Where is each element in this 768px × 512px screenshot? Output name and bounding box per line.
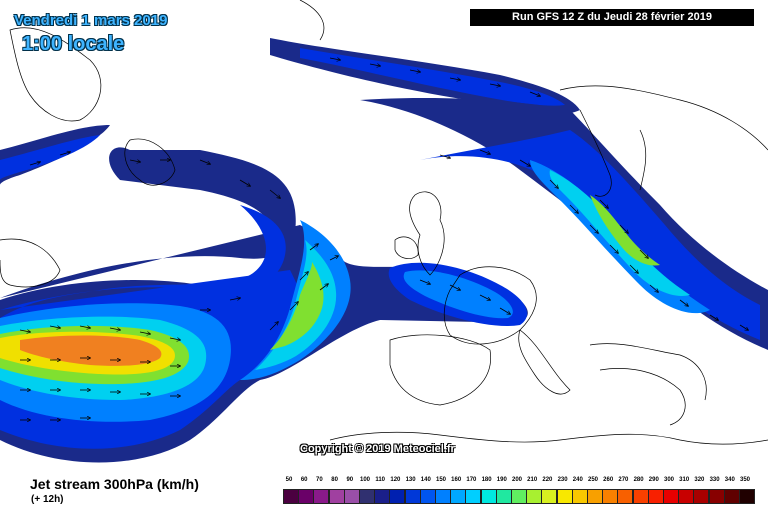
scale-label: 280 <box>633 477 644 483</box>
scale-label: 50 <box>285 477 293 483</box>
scale-swatch <box>328 489 345 504</box>
scale-label: 290 <box>648 477 659 483</box>
scale-swatch <box>404 489 421 504</box>
scale-swatch <box>541 489 558 504</box>
scale-swatch <box>480 489 497 504</box>
scale-label: 170 <box>466 477 477 483</box>
scale-swatch <box>298 489 315 504</box>
model-run-label: Run GFS 12 Z du Jeudi 28 février 2019 <box>470 9 754 26</box>
scale-label: 260 <box>603 477 614 483</box>
scale-swatch <box>693 489 710 504</box>
scale-label: 320 <box>694 477 705 483</box>
scale-label: 60 <box>300 477 308 483</box>
scale-swatch <box>435 489 451 504</box>
scale-label: 110 <box>375 477 386 483</box>
scale-swatch <box>678 489 695 504</box>
scale-swatch <box>708 489 725 504</box>
scale-label: 350 <box>739 477 750 483</box>
scale-label: 80 <box>331 477 338 483</box>
greenland-jet <box>0 125 110 185</box>
forecast-time: 1:00 locale <box>22 33 125 55</box>
scale-swatch <box>556 489 573 504</box>
scale-swatch <box>495 489 512 504</box>
scale-label: 100 <box>359 477 370 483</box>
scale-swatch <box>632 489 649 504</box>
scale-swatch <box>602 489 619 504</box>
scale-swatch <box>450 489 467 504</box>
scale-label: 230 <box>557 477 568 483</box>
scale-label: 120 <box>390 477 401 483</box>
scale-swatch <box>587 489 603 504</box>
scale-label: 330 <box>709 477 720 483</box>
scale-swatch <box>313 489 330 504</box>
copyright: Copyright © 2019 Meteociel.fr <box>300 443 455 455</box>
scale-label: 140 <box>420 477 431 483</box>
lead-time: (+ 12h) <box>31 494 64 505</box>
scale-label: 340 <box>724 477 735 483</box>
scale-swatch <box>526 489 543 504</box>
product-title: Jet stream 300hPa (km/h) <box>30 476 199 492</box>
scale-swatch <box>465 489 482 504</box>
scale-swatch <box>419 489 436 504</box>
scale-label: 250 <box>587 477 598 483</box>
scale-label: 220 <box>542 477 553 483</box>
scale-swatch <box>571 489 588 504</box>
scale-swatch <box>647 489 664 504</box>
scale-swatch <box>739 489 755 504</box>
atlantic-jet <box>0 147 528 463</box>
scale-swatch <box>283 489 299 504</box>
scale-label: 200 <box>511 477 522 483</box>
scale-swatch <box>511 489 527 504</box>
scale-label: 70 <box>316 477 323 483</box>
scale-label: 270 <box>618 477 629 483</box>
northern-jet <box>270 38 768 350</box>
scale-swatch <box>617 489 634 504</box>
scale-label: 210 <box>527 477 538 483</box>
scale-label: 240 <box>572 477 583 483</box>
color-scale-legend: 50 60 70 80 90 100 110 120 130 140 150 160 170 180 190… <box>283 477 755 510</box>
scale-label: 310 <box>679 477 690 483</box>
scale-label: 150 <box>435 477 446 483</box>
scale-label: 160 <box>451 477 462 483</box>
scale-swatch <box>343 489 360 504</box>
scale-label: 190 <box>496 477 507 483</box>
scale-label: 180 <box>481 477 492 483</box>
scale-swatch <box>723 489 740 504</box>
scale-swatch <box>359 489 375 504</box>
forecast-date: Vendredi 1 mars 2019 <box>14 12 168 29</box>
scale-swatch <box>663 489 679 504</box>
jet-stream-map <box>0 0 768 463</box>
wind-arrows <box>19 58 748 420</box>
scale-swatch <box>389 489 406 504</box>
scale-label: 90 <box>346 477 354 483</box>
scale-swatch <box>374 489 391 504</box>
scale-label: 300 <box>663 477 674 483</box>
scale-label: 130 <box>405 477 416 483</box>
